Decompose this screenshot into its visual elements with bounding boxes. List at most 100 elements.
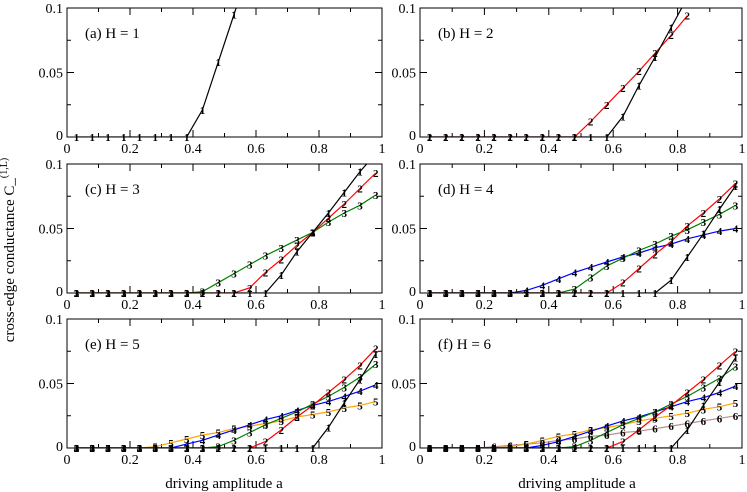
y-tick-label: 0.1: [399, 158, 417, 173]
data-point-h2: 2: [184, 443, 190, 455]
data-point-h3: 3: [215, 278, 221, 290]
data-point-h1: 1: [105, 132, 111, 144]
data-point-h2: 2: [247, 443, 253, 455]
data-point-h2: 2: [459, 443, 465, 455]
x-tick-label: 0.6: [247, 298, 265, 313]
data-point-h3: 3: [717, 209, 723, 221]
data-point-h1: 1: [620, 111, 626, 123]
data-point-h2: 2: [310, 227, 316, 239]
data-point-h3: 3: [184, 443, 190, 455]
x-tick-label: 1: [379, 453, 386, 468]
x-tick-label: 0.6: [247, 453, 265, 468]
data-point-h5: 5: [636, 416, 642, 428]
data-point-h1: 1: [459, 443, 465, 455]
x-axis-title-right: driving amplitude a: [518, 476, 636, 492]
data-point-h2: 2: [231, 443, 237, 455]
data-point-h1: 1: [443, 132, 449, 144]
data-point-h4: 4: [105, 443, 111, 455]
data-point-h2: 2: [278, 425, 284, 437]
x-tick-label: 0: [417, 298, 424, 313]
data-point-h5: 5: [184, 434, 190, 446]
data-point-h4: 4: [717, 226, 723, 238]
data-point-h2: 2: [491, 443, 497, 455]
data-point-h3: 3: [540, 288, 546, 300]
data-point-h2: 2: [443, 132, 449, 144]
panel-label: (e) H = 5: [85, 337, 140, 353]
data-point-h5: 5: [121, 443, 127, 455]
data-point-h2: 2: [137, 443, 143, 455]
data-point-h4: 4: [152, 443, 158, 455]
series-line-h5: [76, 401, 376, 448]
data-point-h5: 5: [89, 443, 95, 455]
data-point-h6: 6: [652, 424, 658, 436]
data-point-h2: 2: [636, 425, 642, 437]
data-point-h2: 2: [620, 437, 626, 449]
data-point-h3: 3: [572, 284, 578, 296]
x-tick-label: 0.4: [540, 453, 558, 468]
data-point-h2: 2: [491, 288, 497, 300]
data-point-h4: 4: [701, 230, 707, 242]
x-tick-label: 1: [379, 142, 386, 157]
data-point-h3: 3: [685, 225, 691, 237]
data-point-h5: 5: [620, 420, 626, 432]
y-tick-label: 0.1: [399, 2, 417, 17]
data-point-h2: 2: [326, 388, 332, 400]
y-axis-title-main: cross-edge conductance C_: [2, 178, 18, 343]
data-point-h2: 2: [357, 360, 363, 372]
data-point-h5: 5: [556, 431, 562, 443]
series-group: [76, 348, 377, 448]
data-point-h3: 3: [152, 288, 158, 300]
data-point-h3: 3: [443, 288, 449, 300]
series-line-h2: [429, 182, 737, 293]
data-point-h3: 3: [668, 231, 674, 243]
x-tick-label: 0.2: [476, 453, 494, 468]
data-point-h5: 5: [524, 439, 530, 451]
data-point-h2: 2: [491, 132, 497, 144]
data-point-h3: 3: [459, 288, 465, 300]
data-point-h3: 3: [247, 428, 253, 440]
data-point-h2: 2: [733, 178, 739, 190]
panel-label: (b) H = 2: [438, 26, 494, 42]
data-point-h3: 3: [278, 243, 284, 255]
data-point-h6: 6: [701, 416, 707, 428]
data-point-h2: 2: [427, 443, 433, 455]
x-tick-label: 0.4: [184, 142, 202, 157]
data-point-h6: 6: [524, 439, 530, 451]
data-point-h3: 3: [152, 443, 158, 455]
data-point-h3: 3: [231, 435, 237, 447]
data-point-h4: 4: [459, 443, 465, 455]
data-point-h6: 6: [588, 431, 594, 443]
series-group: [76, 8, 237, 137]
data-point-h4: 4: [341, 391, 347, 403]
x-tick-label: 0: [417, 142, 424, 157]
data-point-h2: 2: [427, 132, 433, 144]
data-point-h1: 1: [326, 208, 332, 220]
data-point-h1: 1: [341, 187, 347, 199]
data-point-h1: 1: [357, 167, 363, 179]
data-point-h2: 2: [685, 11, 691, 23]
data-point-h1: 1: [74, 132, 80, 144]
data-point-h2: 2: [507, 288, 513, 300]
panel-5: 0 0.2 0.4 0.6 0.8 100.050.1(f) H = 66 6 6 6 6 6 6 6 6…: [392, 313, 746, 468]
data-point-h1: 1: [733, 353, 739, 365]
data-point-h5: 5: [540, 435, 546, 447]
data-point-h3: 3: [247, 260, 253, 272]
data-point-h4: 4: [263, 415, 269, 427]
x-tick-label: 0.6: [247, 142, 265, 157]
data-point-h1: 1: [701, 229, 707, 241]
panel-0: 0 0.2 0.4 0.6 0.8 100.050.1(a) H = 11 1 1 1 1 1 1 11…: [39, 2, 386, 157]
data-point-h3: 3: [524, 443, 530, 455]
data-point-h2: 2: [636, 263, 642, 275]
y-axis-title-group: cross-edge conductance C_(1,L): [0, 158, 18, 342]
data-point-h3: 3: [89, 443, 95, 455]
y-tick-label: 0.05: [392, 223, 417, 238]
data-point-h2: 2: [326, 213, 332, 225]
series-line-h1: [76, 8, 237, 137]
data-point-h2: 2: [263, 437, 269, 449]
data-point-h5: 5: [105, 443, 111, 455]
data-point-h3: 3: [121, 443, 127, 455]
data-point-h3: 3: [733, 362, 739, 374]
data-point-h1: 1: [636, 288, 642, 300]
data-point-h2: 2: [168, 443, 174, 455]
data-point-h2: 2: [310, 400, 316, 412]
